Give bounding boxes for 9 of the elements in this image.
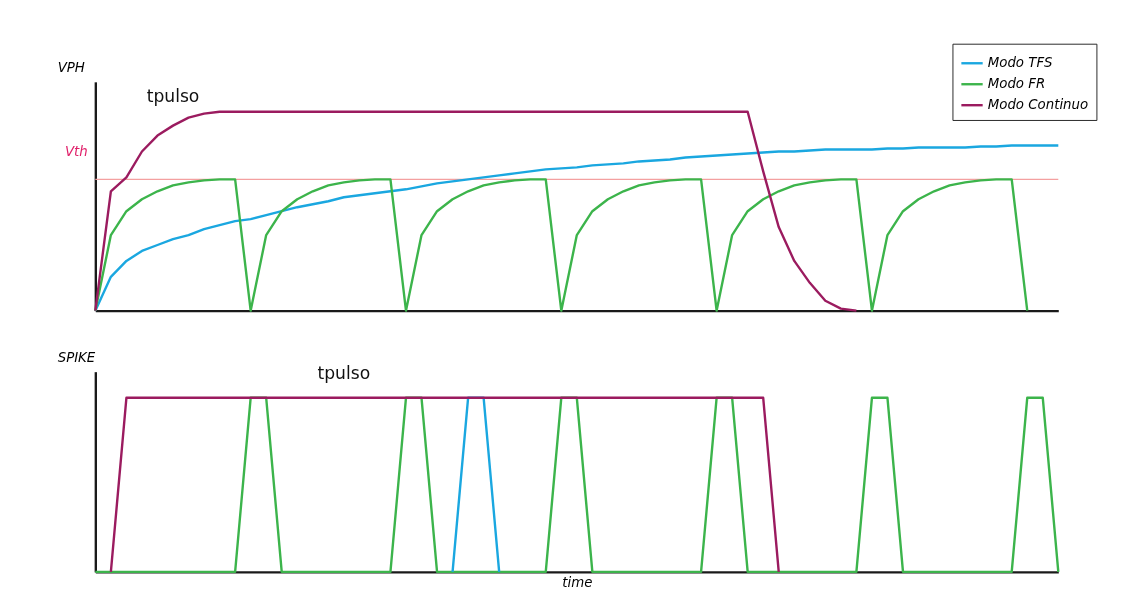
text: tpulso: [146, 86, 200, 107]
y-axis-title: SPIKE: [57, 349, 96, 365]
legend-label: Modo TFS: [987, 55, 1054, 71]
x-axis-title: time: [562, 574, 593, 590]
y-axis-title: VPH: [57, 59, 85, 75]
legend-label: Modo FR: [987, 76, 1046, 92]
text: tpulso: [317, 362, 371, 383]
legend-label: Modo Continuo: [987, 97, 1089, 113]
ref-line-label: Vth: [64, 144, 88, 160]
